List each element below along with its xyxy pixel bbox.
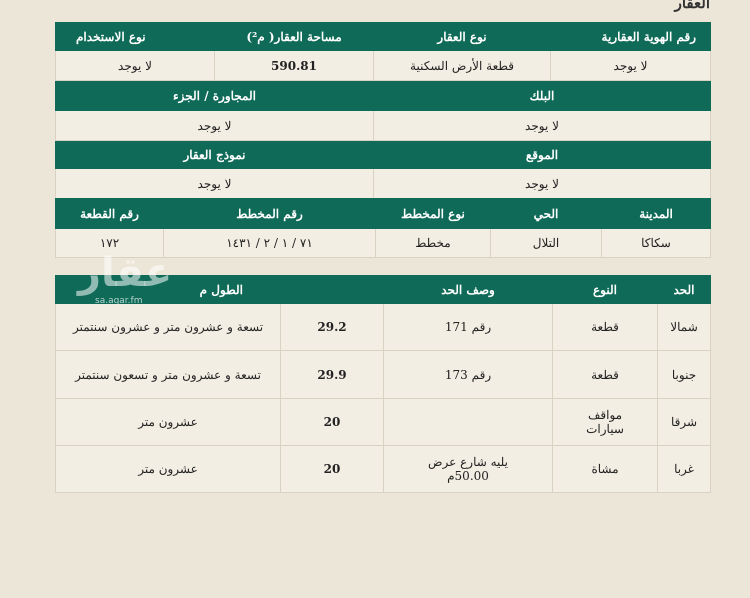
section-title: العقار — [674, 0, 710, 12]
header-location: الموقع — [373, 140, 711, 169]
value-area: 590.81 — [214, 50, 374, 81]
header-plan-number: رقم المخطط — [163, 198, 376, 229]
header-description: وصف الحد — [383, 275, 554, 304]
boundary-type: مشاة — [552, 445, 659, 493]
table-row: شمالا قطعة رقم 171 29.2 تسعة و عشرون متر… — [54, 303, 712, 351]
boundary-length-text: عشرون متر — [54, 445, 282, 493]
header-boundary: الحد — [657, 275, 712, 304]
header-area: مساحة العقار( م²) — [214, 22, 374, 51]
value-plot-number: ١٧٢ — [55, 228, 164, 258]
value-neighborhood-part: لا يوجد — [55, 110, 374, 141]
value-property-type: قطعة الأرض السكنية — [373, 50, 551, 81]
boundary-side: شمالا — [657, 303, 712, 351]
value-property-id: لا يوجد — [550, 50, 711, 81]
boundaries-table: الحد النوع وصف الحد الطول م شمالا قطعة ر… — [54, 275, 712, 493]
header-district: الحي — [490, 198, 602, 229]
property-info-table: رقم الهوية العقارية نوع العقار مساحة الع… — [55, 22, 711, 199]
boundary-type: قطعة — [552, 303, 659, 351]
value-plan-type: مخطط — [375, 228, 491, 258]
boundary-length-text: عشرون متر — [54, 398, 282, 446]
header-property-type: نوع العقار — [373, 22, 551, 51]
boundary-side: شرقا — [657, 398, 712, 446]
boundary-length-text: تسعة و عشرون متر و عشرون سنتمتر — [54, 303, 282, 351]
table-row: شرقا مواقف سيارات 20 عشرون متر — [54, 398, 712, 446]
header-type: النوع — [552, 275, 659, 304]
boundary-description: رقم 173 — [383, 350, 554, 399]
watermark-url: sa.aqar.fm — [95, 296, 143, 306]
header-plan-type: نوع المخطط — [375, 198, 491, 229]
watermark-logo: عقار — [78, 250, 173, 296]
header-property-id: رقم الهوية العقارية — [550, 22, 711, 51]
boundary-type: مواقف سيارات — [552, 398, 659, 446]
plan-info-table: المدينة الحي نوع المخطط رقم المخطط رقم ا… — [55, 198, 711, 258]
boundary-length: 29.9 — [280, 350, 385, 399]
value-city: سكاكا — [601, 228, 711, 258]
header-block: البلك — [373, 80, 711, 111]
table-row: جنوبا قطعة رقم 173 29.9 تسعة و عشرون متر… — [54, 350, 712, 399]
header-neighborhood-part: المجاورة / الجزء — [55, 80, 374, 111]
value-block: لا يوجد — [373, 110, 711, 141]
header-usage-type: نوع الاستخدام — [55, 22, 215, 51]
value-property-model: لا يوجد — [55, 168, 374, 199]
header-plot-number: رقم القطعة — [55, 198, 164, 229]
boundary-length: 20 — [280, 398, 385, 446]
boundary-type: قطعة — [552, 350, 659, 399]
boundary-length: 20 — [280, 445, 385, 493]
header-property-model: نموذج العقار — [55, 140, 374, 169]
value-usage-type: لا يوجد — [55, 50, 215, 81]
table-row: غربا مشاة يليه شارع عرض 50.00م 20 عشرون … — [54, 445, 712, 493]
value-district: التلال — [490, 228, 602, 258]
boundary-side: جنوبا — [657, 350, 712, 399]
value-location: لا يوجد — [373, 168, 711, 199]
boundary-description: يليه شارع عرض 50.00م — [383, 445, 554, 493]
boundary-description: رقم 171 — [383, 303, 554, 351]
value-plan-number: ٧١ / ١ / ٢ / ١٤٣١ — [163, 228, 376, 258]
boundary-length: 29.2 — [280, 303, 385, 351]
boundary-description — [383, 398, 554, 446]
boundary-side: غربا — [657, 445, 712, 493]
header-city: المدينة — [601, 198, 711, 229]
boundary-length-text: تسعة و عشرون متر و تسعون سنتمتر — [54, 350, 282, 399]
